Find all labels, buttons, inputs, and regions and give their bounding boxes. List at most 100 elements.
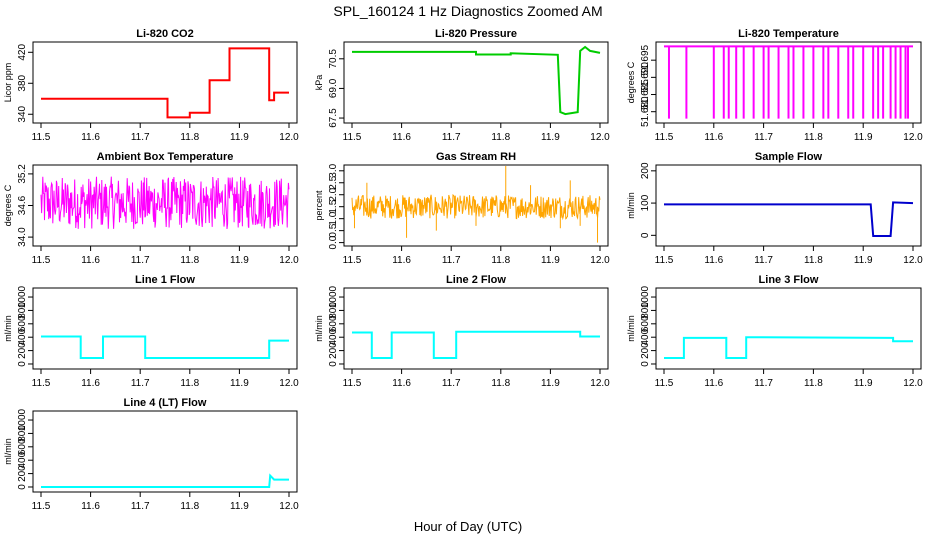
panel-7-xtick-label: 11.6	[392, 378, 411, 389]
panel-1-xtick-label: 11.9	[541, 132, 560, 143]
panel-7-ytick-label: 1000	[328, 285, 339, 308]
panel-1: Li-820 Pressure kPa 11.5 11.6 11.7 11.8 11.9 12…	[314, 28, 610, 143]
panel-1-ytick-label: 67.5	[328, 108, 339, 128]
panel-0-xtick-label: 11.6	[81, 132, 100, 143]
panel-5-ylabel: ml/min	[626, 192, 636, 219]
panel-5-ytick-label: 200	[640, 162, 651, 179]
panel-9-ytick-label: 1000	[17, 408, 28, 431]
panel-5-xtick-label: 12.0	[903, 255, 923, 266]
panel-7-frame	[343, 287, 609, 370]
panel-9-ytick-label: 400	[17, 451, 28, 468]
panel-5-xtick-label: 11.5	[655, 255, 674, 266]
panel-4-ytick-label: 1.5	[328, 199, 339, 213]
panel-9-xtick-label: 11.7	[131, 501, 150, 512]
panel-2-title: Li-820 Temperature	[738, 28, 839, 40]
panel-4-title: Gas Stream RH	[436, 151, 516, 163]
panel-5-frame	[655, 164, 922, 247]
panel-6-ytick-label: 400	[17, 328, 28, 345]
panel-9-xtick-label: 12.0	[279, 501, 299, 512]
panel-4-xtick-label: 11.8	[491, 255, 510, 266]
panel-2-ytick-label: 51.695	[640, 44, 651, 75]
panel-4-xtick-label: 11.9	[541, 255, 560, 266]
panel-5-ytick-label: 0	[640, 232, 651, 238]
panel-2-xtick-label: 11.6	[704, 132, 723, 143]
panel-5: Sample Flow ml/min 11.5 11.6 11.7 11.8 11.9 12.…	[626, 151, 923, 266]
panel-8-xtick-label: 12.0	[903, 378, 923, 389]
panel-9-xtick-label: 11.5	[32, 501, 51, 512]
panel-8-title: Line 3 Flow	[759, 274, 819, 286]
panel-0: Li-820 CO2 Licor ppm 11.5 11.6 11.7 11.8 11.9 1…	[3, 28, 299, 143]
panel-0-ytick-label: 380	[17, 74, 28, 91]
panel-3: Ambient Box Temperature degrees C 11.5 11.6…	[3, 151, 299, 266]
panel-7-ytick-label: 800	[328, 302, 339, 319]
panel-6: Line 1 Flow ml/min 11.5 11.6 11.7 11.8 11.9 12.…	[3, 274, 299, 389]
panel-2: Li-820 Temperature degrees C 11.5 11.6 11.7 1…	[626, 28, 923, 143]
panel-6-ytick-label: 800	[17, 302, 28, 319]
panel-1-xtick-label: 11.8	[491, 132, 510, 143]
panel-4-ytick-label: 0.0	[328, 235, 339, 249]
panel-6-xtick-label: 11.6	[81, 378, 100, 389]
panel-2-xtick-label: 11.9	[854, 132, 873, 143]
panel-8-ytick-label: 400	[640, 328, 651, 345]
panel-6-frame	[32, 287, 298, 370]
figure-title: SPL_160124 1 Hz Diagnostics Zoomed AM	[333, 3, 602, 19]
panel-0-xtick-label: 11.5	[32, 132, 51, 143]
panel-2-frame	[655, 41, 922, 124]
panel-8-ytick-label: 1000	[640, 285, 651, 308]
panel-6-xtick-label: 11.9	[230, 378, 249, 389]
panel-9-ytick-label: 600	[17, 438, 28, 455]
panel-3-ytick-label: 34.6	[17, 195, 28, 215]
panel-9-title: Line 4 (LT) Flow	[124, 397, 207, 409]
panel-9-xtick-label: 11.8	[180, 501, 199, 512]
panel-7-ytick-label: 600	[328, 315, 339, 332]
panel-7-xtick-label: 11.9	[541, 378, 560, 389]
panel-3-series-noise	[40, 176, 290, 230]
panel-8-xtick-label: 11.9	[854, 378, 873, 389]
panel-6-series-line	[41, 335, 289, 359]
panel-7-xtick-label: 11.7	[442, 378, 461, 389]
panel-3-xtick-label: 11.9	[230, 255, 249, 266]
panel-5-title: Sample Flow	[755, 151, 823, 163]
panel-0-xtick-label: 11.9	[230, 132, 249, 143]
panel-4-xtick-label: 11.5	[343, 255, 362, 266]
panel-7-xtick-label: 12.0	[590, 378, 610, 389]
panel-8-xtick-label: 11.6	[704, 378, 723, 389]
panel-2-xtick-label: 11.8	[804, 132, 823, 143]
panel-0-series-line	[41, 47, 289, 119]
panel-3-xtick-label: 11.5	[32, 255, 51, 266]
panel-8-ylabel: ml/min	[626, 315, 636, 342]
panel-1-xtick-label: 11.5	[343, 132, 362, 143]
panel-7-xtick-label: 11.8	[491, 378, 510, 389]
panel-9-ylabel: ml/min	[3, 438, 13, 465]
panel-2-ylabel: degrees C	[626, 61, 636, 103]
panel-7: Line 2 Flow ml/min 11.5 11.6 11.7 11.8 11.9 12.…	[314, 274, 610, 389]
panel-4-ytick-label: 2.5	[328, 175, 339, 189]
panel-8-xtick-label: 11.7	[754, 378, 773, 389]
panel-0-xtick-label: 11.7	[131, 132, 150, 143]
panel-8-frame	[655, 287, 922, 370]
panel-5-ytick-label: 100	[640, 194, 651, 211]
panel-7-ytick-label: 200	[328, 342, 339, 359]
panel-0-xtick-label: 11.8	[180, 132, 199, 143]
panel-9-xtick-label: 11.6	[81, 501, 100, 512]
panel-1-xtick-label: 11.7	[442, 132, 461, 143]
panel-9-ytick-label: 800	[17, 425, 28, 442]
panel-7-title: Line 2 Flow	[446, 274, 506, 286]
panel-6-ytick-label: 200	[17, 342, 28, 359]
panel-5-xtick-label: 11.8	[804, 255, 823, 266]
panel-7-xtick-label: 11.5	[343, 378, 362, 389]
panel-3-xtick-label: 11.8	[180, 255, 199, 266]
panel-8-xtick-label: 11.8	[804, 378, 823, 389]
panel-0-ylabel: Licor ppm	[3, 63, 13, 103]
panel-4-xtick-label: 11.6	[392, 255, 411, 266]
panel-8-ytick-label: 0	[640, 361, 651, 367]
panel-8: Line 3 Flow ml/min 11.5 11.6 11.7 11.8 11.9 12.…	[626, 274, 923, 389]
panel-1-title: Li-820 Pressure	[435, 28, 517, 40]
panel-3-xtick-label: 11.6	[81, 255, 100, 266]
panel-4-xtick-label: 12.0	[590, 255, 610, 266]
panel-1-ylabel: kPa	[314, 75, 324, 91]
panel-4-ytick-label: 0.5	[328, 223, 339, 237]
panel-3-ytick-label: 34.0	[17, 227, 28, 247]
panel-3-xtick-label: 11.7	[131, 255, 150, 266]
